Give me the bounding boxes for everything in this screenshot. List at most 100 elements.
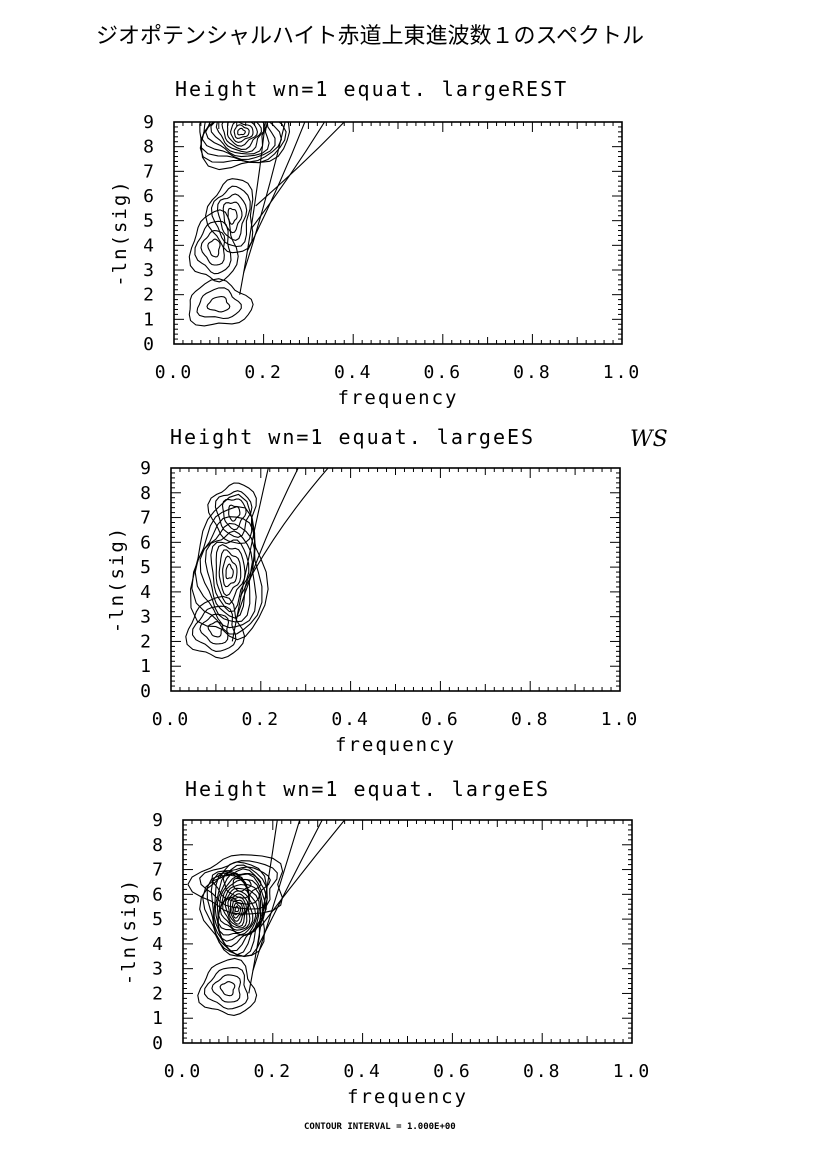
page-title: ジオポテンシャルハイト赤道上東進波数１のスペクトル	[96, 24, 645, 49]
contour-level	[222, 872, 262, 899]
contour-level	[215, 543, 246, 605]
contour-level	[207, 621, 224, 638]
y-tick-label: 9	[140, 458, 153, 479]
contour-level	[203, 967, 249, 1010]
contour-ridge	[239, 122, 266, 295]
x-tick-label: 0.0	[152, 709, 191, 730]
handwritten-annotation: WS	[630, 427, 668, 452]
contour-level	[194, 516, 257, 629]
contour-level	[210, 539, 250, 613]
contour-level	[185, 595, 246, 659]
contour-level	[214, 490, 253, 538]
contour-level	[211, 974, 242, 1003]
contour-level	[188, 278, 254, 327]
x-tick-label: 0.8	[511, 709, 550, 730]
contour-level	[215, 122, 266, 153]
contour-chart-2: Height wn=1 equat. largeES WS 0.0 0.2 0.4 0.6…	[106, 425, 668, 756]
contour-level	[191, 506, 263, 635]
contour-level	[230, 122, 254, 143]
y-tick-label: 8	[152, 835, 165, 856]
y-tick-label: 4	[140, 582, 153, 603]
plot-frame	[170, 467, 621, 692]
contour-level	[205, 122, 270, 158]
contour-level	[210, 185, 251, 248]
contour-ridge	[252, 820, 301, 972]
contour-level	[199, 122, 291, 171]
contour-ridge	[260, 820, 346, 927]
contour-level	[191, 605, 237, 652]
contour-level	[216, 193, 248, 241]
contour-level	[218, 549, 242, 597]
contour-level	[211, 866, 271, 905]
contour-level	[232, 877, 252, 892]
y-tick-label: 6	[140, 532, 153, 553]
contour-level	[199, 860, 278, 910]
contour-level	[221, 498, 247, 531]
x-tick-label: 0.6	[424, 362, 463, 383]
contour-level	[229, 898, 246, 922]
y-tick-label: 1	[140, 656, 153, 677]
y-tick-label: 8	[140, 483, 153, 504]
x-tick-label: 0.4	[334, 362, 373, 383]
y-tick-label: 6	[143, 186, 156, 207]
contour-level	[227, 207, 238, 225]
x-tick-label: 1.0	[613, 1061, 652, 1082]
chart-title: Height wn=1 equat. largeREST	[175, 77, 568, 101]
contour-level	[206, 295, 231, 313]
contour-level	[224, 893, 249, 928]
contour-level	[222, 201, 243, 234]
contour-interval-note: CONTOUR INTERVAL = 1.000E+00	[304, 1122, 456, 1132]
contour-level	[221, 122, 262, 150]
contour-level	[197, 957, 258, 1016]
y-tick-label: 2	[143, 285, 156, 306]
y-tick-label: 1	[143, 309, 156, 330]
y-tick-label: 5	[140, 557, 153, 578]
contour-level	[207, 482, 257, 545]
contour-lines	[188, 122, 345, 327]
contour-level	[234, 905, 240, 913]
contour-level	[194, 220, 232, 275]
contour-level	[204, 530, 253, 619]
contour-ridge	[231, 468, 269, 642]
y-tick-label: 6	[152, 884, 165, 905]
y-tick-label: 1	[152, 1008, 165, 1029]
y-tick-label: 4	[152, 934, 165, 955]
contour-level	[199, 861, 268, 957]
x-axis-label: frequency	[335, 734, 456, 756]
contour-level	[199, 522, 255, 623]
y-axis-label: -ln(sig)	[118, 878, 140, 986]
y-tick-label: 3	[143, 260, 156, 281]
contour-ridge	[248, 820, 278, 994]
x-tick-label: 0.2	[242, 709, 281, 730]
contour-level	[210, 872, 267, 956]
x-tick-label: 0.6	[433, 1061, 472, 1082]
x-tick-label: 1.0	[601, 709, 640, 730]
x-tick-label: 0.2	[254, 1061, 293, 1082]
x-tick-label: 0.2	[244, 362, 283, 383]
x-tick-label: 0.8	[513, 362, 552, 383]
x-axis-label: frequency	[338, 387, 459, 409]
contour-level	[233, 124, 250, 139]
contour-lines	[187, 820, 346, 1016]
contour-level	[225, 563, 234, 580]
contour-level	[199, 613, 230, 645]
y-tick-label: 7	[152, 860, 165, 881]
x-tick-label: 0.8	[523, 1061, 562, 1082]
y-axis-label: -ln(sig)	[109, 179, 131, 287]
y-tick-label: 3	[152, 959, 165, 980]
y-tick-label: 2	[140, 631, 153, 652]
contour-level	[200, 229, 226, 266]
y-axis-label: -ln(sig)	[106, 526, 128, 634]
y-tick-label: 4	[143, 235, 156, 256]
contour-level	[200, 122, 282, 163]
x-tick-label: 0.6	[421, 709, 460, 730]
y-tick-label: 5	[152, 909, 165, 930]
y-tick-label: 5	[143, 211, 156, 232]
contour-level	[210, 122, 268, 155]
x-tick-label: 0.0	[164, 1061, 203, 1082]
chart-title: Height wn=1 equat. largeES	[170, 425, 535, 449]
y-tick-label: 8	[143, 137, 156, 158]
contour-level	[237, 127, 246, 136]
y-tick-label: 7	[143, 161, 156, 182]
y-tick-label: 0	[143, 334, 156, 355]
